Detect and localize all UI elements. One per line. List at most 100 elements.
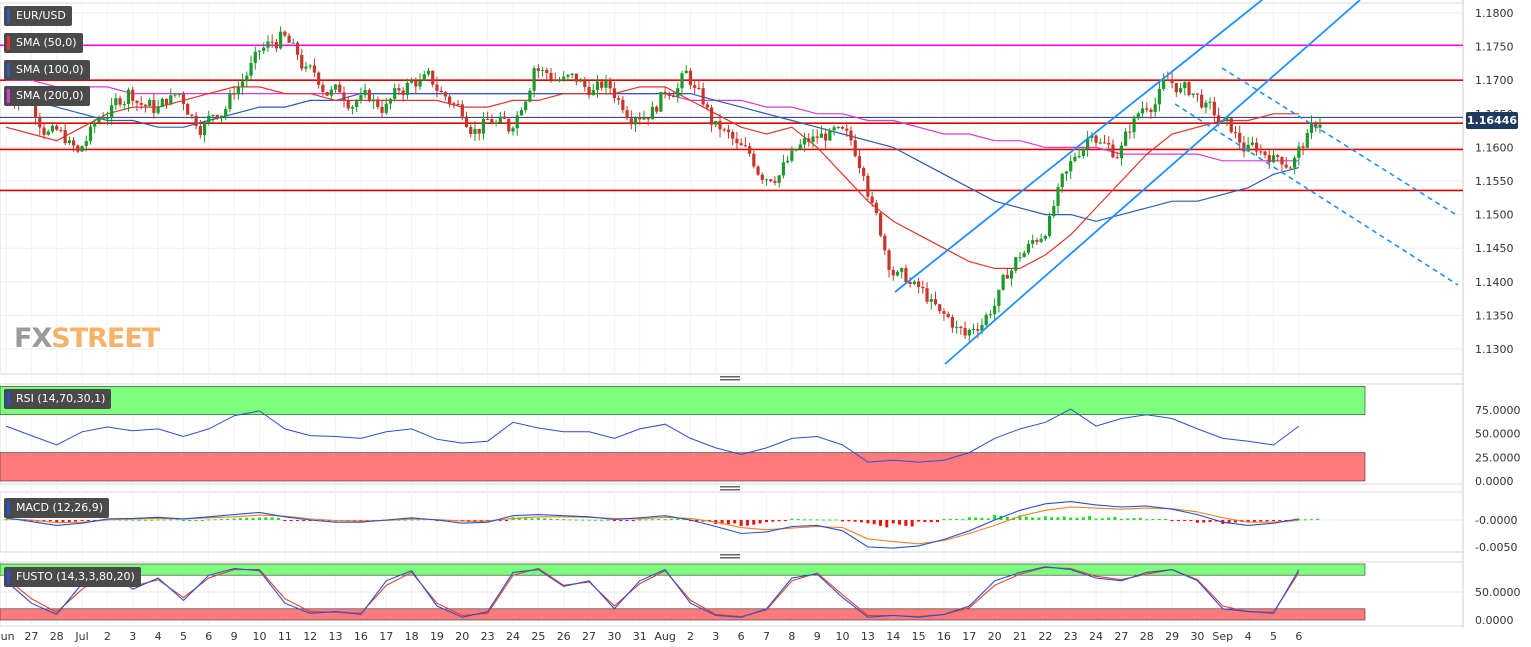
macd-bar [1107,517,1111,520]
candle-body [638,118,642,120]
macd-bar [1309,519,1313,521]
macd-bar [1189,520,1193,521]
fusto-label[interactable]: FUSTO (14,3,3,80,20) [4,567,141,587]
rsi-label[interactable]: RSI (14,70,30,1) [4,389,112,409]
candle-body [591,90,595,96]
macd-bar [1018,515,1022,520]
rsi-tick-label: 75.0000 [1475,404,1521,417]
candles-group [4,26,1322,343]
sma50-label[interactable]: SMA (50,0) [4,33,83,53]
macd-bar [783,520,787,521]
candle-body [1204,102,1208,108]
candle-body [933,299,938,305]
macd-bar [980,517,984,520]
price-tick-label: 1.1450 [1475,242,1514,255]
macd-bar [517,517,521,520]
macd-bar [872,520,876,525]
candle-body [384,103,388,113]
candle-body [1200,94,1204,108]
candle-body [583,80,587,87]
macd-bar [1316,518,1320,520]
candle-body [794,148,798,151]
macd-bar [124,519,128,521]
macd-bar [904,520,908,526]
macd-bar [1202,520,1206,523]
macd-bar [1252,520,1256,522]
macd-bar [1145,519,1149,521]
candle-body [912,281,916,284]
candle-body [1178,88,1183,93]
x-tick-label: 9 [231,630,238,643]
candle-body [439,90,443,93]
instrument-label[interactable]: EUR/USD [4,6,72,26]
macd-bar [1119,518,1123,520]
candle-body [566,74,570,77]
candle-body [604,80,608,88]
sma200-label[interactable]: SMA (200,0) [4,86,90,106]
candle-body [980,325,984,331]
x-tick-label: 13 [861,630,875,643]
candle-body [1297,146,1301,158]
candle-body [1060,173,1064,188]
candle-body [304,66,308,69]
x-tick-label: 4 [155,630,162,643]
macd-bar [562,519,566,521]
candle-body [532,68,536,91]
macd-bar [942,519,946,521]
macd-bar [498,520,502,522]
candle-body [1014,257,1018,271]
macd-bar [403,519,407,521]
candle-body [126,89,131,104]
candle-body [866,175,870,197]
candle-body [101,118,105,120]
candle-body [815,136,819,138]
candle-body [811,136,815,142]
splitter-line-a-1 [720,486,740,488]
candle-body [97,118,101,123]
rsi-overbought-zone [0,386,1366,416]
candle-body [950,317,954,328]
macd-bar [530,518,534,520]
macd-bar [1195,520,1199,523]
macd-bar [898,520,902,525]
macd-label[interactable]: MACD (12,26,9) [4,498,110,518]
candle-body [870,196,874,203]
candle-body [1157,88,1162,105]
candle-body [688,70,693,86]
candle-body [507,118,511,132]
candle-body [422,74,426,81]
macd-bar [1164,518,1168,520]
sma100-label[interactable]: SMA (100,0) [4,60,90,80]
candle-body [481,118,486,134]
macd-bar [321,520,325,521]
macd-bar [847,520,851,522]
macd-tick-label: -0.0050 [1475,541,1517,554]
price-tick-label: 1.1400 [1475,276,1514,289]
x-tick-label: 3 [712,630,719,643]
macd-bar [828,519,832,521]
candle-body [1098,142,1102,144]
macd-bar [143,519,147,521]
macd-bar [790,518,794,520]
macd-bar [251,517,255,520]
candle-body [671,95,676,98]
x-tick-label: Jun [0,630,15,643]
current-price-tag: 1.16446 [1466,112,1518,129]
x-tick-label: 24 [506,630,520,643]
candle-body [714,120,718,125]
macd-bar [258,517,261,520]
candle-body [1005,274,1009,279]
fusto-oversold-zone [0,608,1366,621]
macd-bar [657,519,661,521]
macd-signal-line [5,506,1299,545]
macd-bar [416,519,420,521]
candle-body [557,80,562,82]
candle-body [849,130,853,141]
macd-bar [986,518,990,520]
candle-body [452,103,456,105]
macd-bar [739,520,743,526]
candle-body [1039,238,1043,242]
candle-body [93,122,97,127]
x-tick-label: 2 [104,630,111,643]
